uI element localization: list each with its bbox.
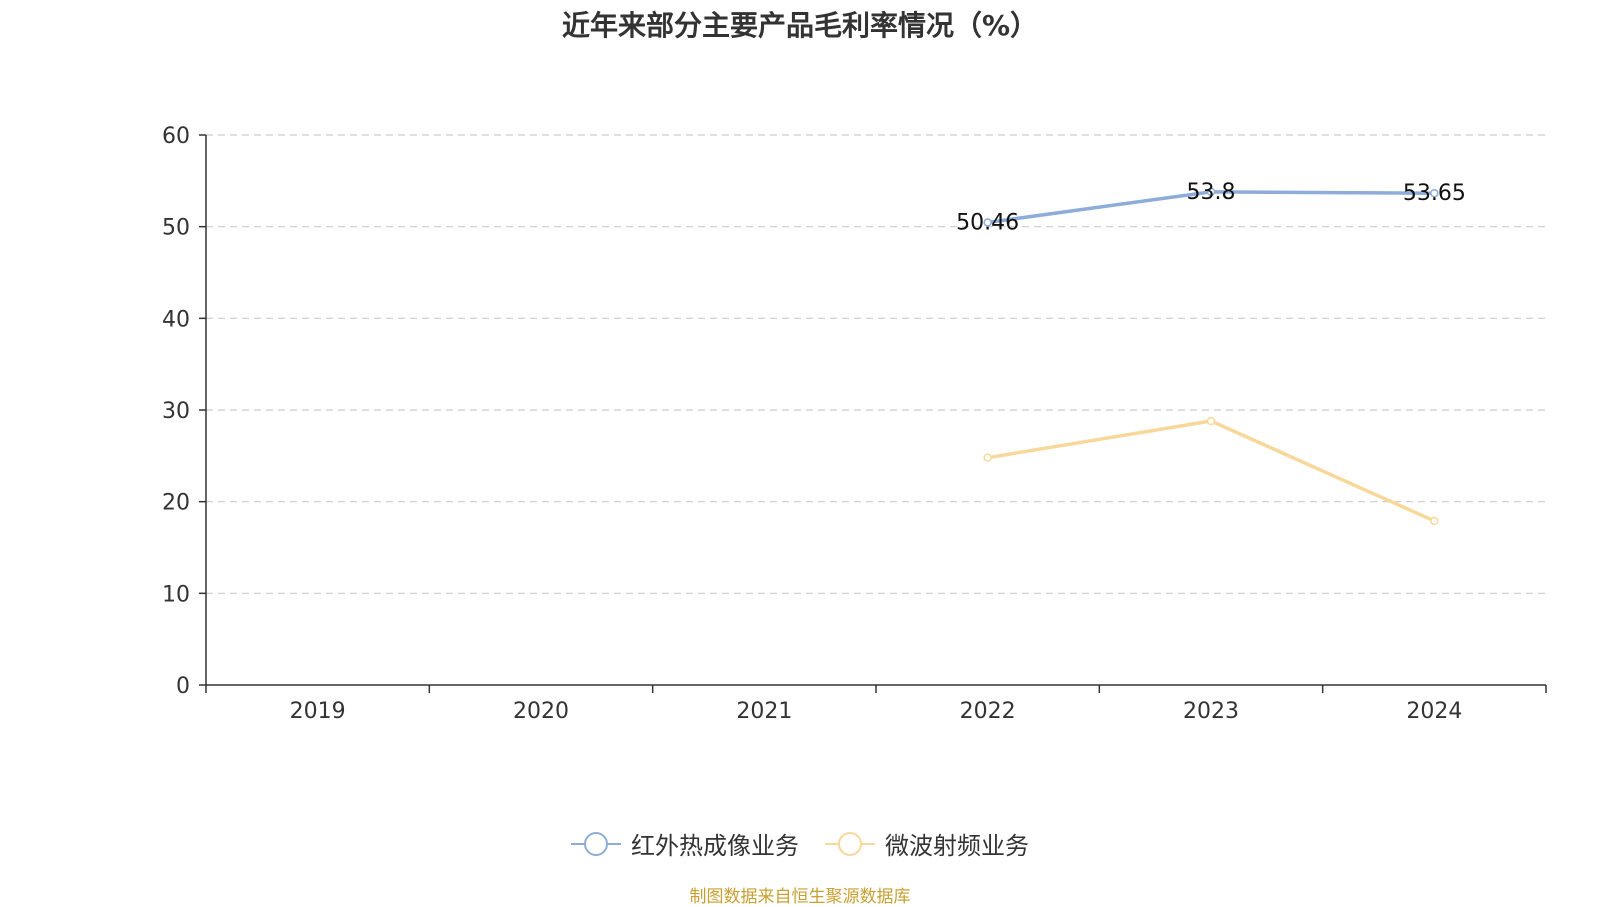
data-point-0-3 [983,218,992,227]
x-tick-label-3: 2022 [960,699,1016,724]
legend-item-series-0[interactable]: 红外热成像业务 [571,826,799,861]
data-labels: 50.46 53.8 53.65 [956,180,1466,236]
legend-label-series-0: 红外热成像业务 [631,832,799,860]
y-tick-label-5: 50 [162,216,190,241]
data-point-1-4 [1206,416,1216,426]
grid-lines [206,134,1546,594]
series-layer [983,187,1439,526]
x-tick-label-4: 2023 [1183,699,1239,724]
data-point-0-5 [1430,188,1439,198]
data-point-1-3 [983,453,992,462]
y-tick-label-3: 30 [162,399,190,424]
y-tick-label-1: 10 [162,582,190,607]
legend-marker-series-1 [825,831,875,856]
x-tick-label-1: 2020 [513,699,569,724]
series-line-1 [985,419,1437,523]
legend-marker-series-0 [571,831,621,856]
y-axis: 0 10 20 30 40 50 60 [162,124,207,699]
chart-title: 近年来部分主要产品毛利率情况（%） [561,9,1039,42]
y-tick-label-6: 60 [162,124,190,149]
data-label-0-5: 53.65 [1403,181,1466,206]
x-tick-label-0: 2019 [290,699,346,724]
x-tick-label-5: 2024 [1406,699,1462,724]
x-tick-label-2: 2021 [736,699,792,724]
y-tick-label-4: 40 [162,307,190,332]
legend-item-series-1[interactable]: 微波射频业务 [825,826,1029,861]
x-axis: 2019 2020 2021 2022 2023 2024 [205,684,1547,724]
data-label-0-4: 53.8 [1187,180,1236,205]
legend: 红外热成像业务 微波射频业务 [0,826,1600,861]
data-point-1-5 [1430,516,1439,526]
legend-label-series-1: 微波射频业务 [885,832,1029,860]
y-tick-label-2: 20 [162,491,190,516]
data-label-0-3: 50.46 [956,210,1019,235]
data-point-0-4 [1206,187,1216,197]
y-tick-label-0: 0 [176,674,190,699]
source-note: 制图数据来自恒生聚源数据库 [689,887,911,907]
